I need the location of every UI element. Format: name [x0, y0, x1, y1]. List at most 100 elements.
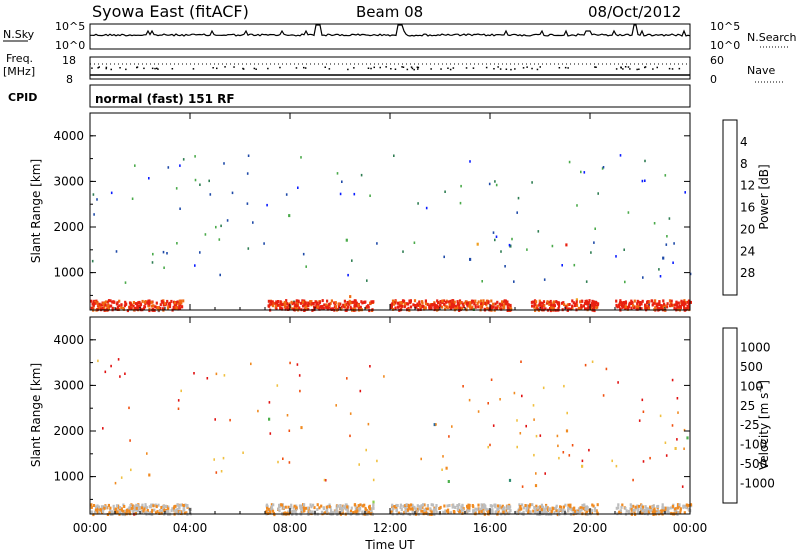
data-cell [448, 504, 451, 507]
data-cell [430, 306, 433, 310]
velocity-panel: 1000 2000 3000 4000 00:00 04:00 08:00 12:00 16:… [29, 316, 775, 552]
data-cell [345, 238, 348, 242]
data-cell [293, 301, 296, 305]
data-cell [553, 511, 556, 515]
data-cell [579, 300, 582, 304]
data-cell [286, 306, 289, 310]
data-cell [624, 300, 627, 304]
data-cell [390, 304, 393, 307]
data-cell [162, 507, 165, 511]
data-cell [617, 506, 620, 510]
data-cell [182, 299, 185, 303]
data-cell [325, 303, 328, 307]
data-cell [139, 305, 142, 308]
data-cell [487, 508, 490, 512]
data-cell [687, 302, 690, 306]
data-cell [666, 305, 669, 309]
data-cell [426, 504, 429, 507]
data-cell [91, 302, 94, 306]
data-cell [134, 307, 137, 311]
power-colorbar: 4 8 12 16 20 24 28 [722, 119, 755, 296]
velocity-colorbar-label: Velocity [m s-1] [756, 380, 771, 470]
data-cell [689, 272, 692, 276]
data-cell [352, 511, 355, 514]
data-cell [634, 505, 637, 509]
data-cell [494, 302, 497, 306]
data-cell [285, 193, 288, 196]
nave-dot [253, 67, 256, 70]
data-cell [128, 306, 131, 310]
data-cell [583, 302, 587, 306]
data-cell [296, 363, 299, 366]
data-cell [322, 507, 325, 511]
data-cell [115, 250, 118, 253]
data-cell [676, 305, 679, 309]
data-cell [556, 434, 559, 438]
data-cell [326, 507, 329, 511]
data-cell [575, 303, 579, 307]
data-cell [413, 506, 416, 510]
data-cell [413, 241, 416, 244]
data-cell [159, 303, 162, 307]
data-cell [144, 511, 147, 515]
nave-dot [526, 66, 528, 68]
data-cell [619, 154, 622, 157]
data-cell [538, 299, 541, 303]
power-colorbar-tick: 16 [740, 201, 755, 215]
velocity-ylabel: Slant Range [km] [29, 363, 43, 467]
velocity-colorbar-label-sup: -1 [756, 385, 765, 393]
data-cell [526, 248, 528, 251]
data-cell [383, 375, 385, 378]
data-cell [425, 302, 428, 306]
data-cell [146, 509, 149, 512]
data-cell [654, 306, 657, 310]
data-cell [115, 511, 118, 515]
data-cell [538, 303, 541, 307]
data-cell [110, 191, 113, 195]
data-cell [117, 358, 120, 361]
data-cell [98, 511, 101, 515]
data-cell [110, 510, 113, 514]
data-cell [311, 302, 314, 306]
data-cell [119, 375, 121, 378]
data-cell [400, 304, 404, 308]
data-cell [441, 468, 443, 471]
data-cell [376, 459, 378, 463]
data-cell [291, 509, 294, 513]
data-cell [349, 509, 353, 513]
nave-dot [171, 68, 174, 70]
data-cell [170, 509, 173, 513]
data-cell [334, 305, 337, 309]
data-cell [180, 301, 183, 305]
data-cell [296, 304, 299, 308]
data-cell [591, 360, 594, 363]
data-cell [549, 309, 552, 313]
data-cell [436, 299, 439, 303]
data-cell [558, 304, 561, 308]
data-cell [215, 471, 218, 474]
nave-tick-top: 60 [710, 54, 724, 67]
data-cell [555, 509, 558, 513]
data-cell [94, 505, 98, 509]
data-cell [444, 511, 447, 515]
x-tick-label: 12:00 [373, 521, 408, 535]
data-cell [496, 304, 499, 308]
data-cell [343, 299, 346, 303]
data-cell [521, 485, 524, 488]
data-cell [586, 302, 590, 306]
velocity-heatmap [90, 358, 693, 517]
data-cell [656, 505, 659, 509]
data-cell [585, 505, 588, 509]
nave-dot [567, 67, 569, 69]
data-cell [631, 301, 634, 305]
data-cell [118, 506, 122, 509]
data-cell [644, 159, 646, 163]
data-cell [279, 306, 282, 310]
data-cell [524, 504, 527, 507]
data-cell [340, 307, 343, 311]
data-cell [618, 510, 621, 514]
nave-dot [379, 66, 381, 69]
data-cell [278, 505, 281, 509]
data-cell [330, 509, 333, 513]
data-cell [167, 505, 170, 509]
